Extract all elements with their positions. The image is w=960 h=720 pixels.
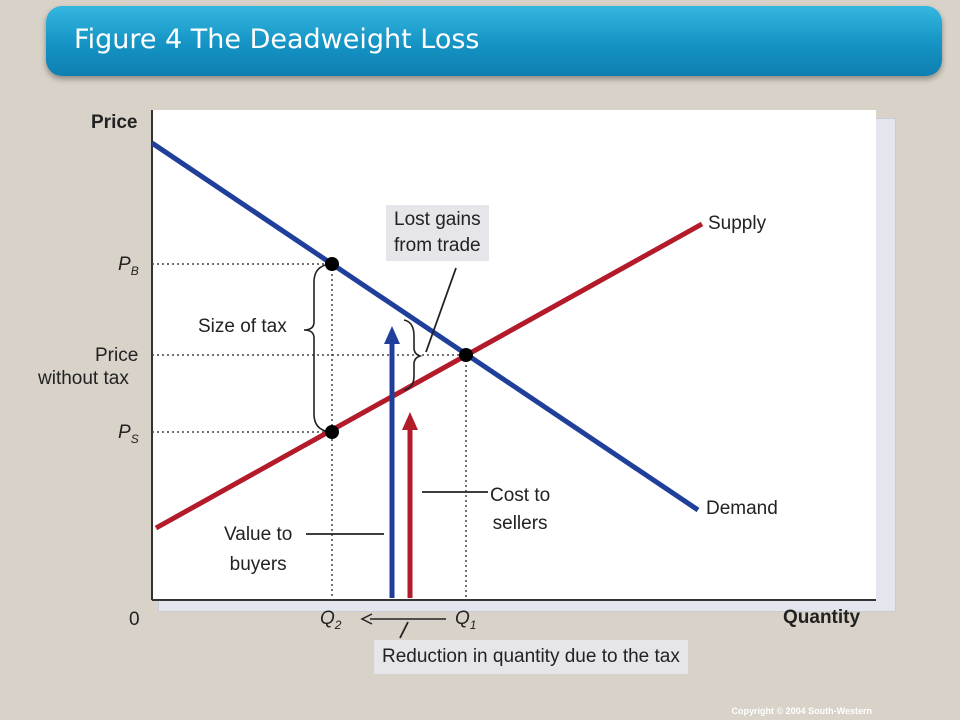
origin-label: 0 xyxy=(129,609,140,630)
supply-label: Supply xyxy=(708,213,767,234)
equilibrium-point xyxy=(459,348,473,362)
y-axis-label: Price xyxy=(91,112,138,133)
size-of-tax-label: Size of tax xyxy=(198,316,287,337)
reduction-leader xyxy=(399,621,409,639)
reduction-arrow-head xyxy=(360,613,373,625)
q2-label: Q2 xyxy=(320,608,342,632)
cost-arrow-head xyxy=(402,412,418,430)
reduction-box: Reduction in quantity due to the tax xyxy=(374,640,688,674)
slide-title: Figure 4 The Deadweight Loss xyxy=(74,24,480,55)
demand-label: Demand xyxy=(706,498,778,519)
cost-to-sellers-label: Cost to sellers xyxy=(490,485,551,534)
value-to-buyers-label: Value to buyers xyxy=(224,524,293,575)
supply-curve xyxy=(154,221,704,531)
no-tax-price-label-2: without tax xyxy=(38,368,129,389)
x-axis-label: Quantity xyxy=(783,607,861,628)
pb-label: PB xyxy=(118,254,139,278)
lost-gains-brace xyxy=(403,319,423,391)
demand-curve xyxy=(150,140,700,513)
size-of-tax-brace xyxy=(303,263,331,433)
buyer-price-point xyxy=(325,257,339,271)
lost-gains-box: Lost gains from trade xyxy=(386,205,489,261)
seller-price-point xyxy=(325,425,339,439)
no-tax-price-label-1: Price xyxy=(95,345,139,366)
q1-label: Q1 xyxy=(455,608,477,632)
lost-gains-leader xyxy=(425,267,457,353)
ps-label: PS xyxy=(118,422,139,446)
title-bar: Figure 4 The Deadweight Loss xyxy=(46,6,942,76)
value-arrow-head xyxy=(384,326,400,344)
copyright-text: Copyright © 2004 South-Western xyxy=(731,706,872,716)
